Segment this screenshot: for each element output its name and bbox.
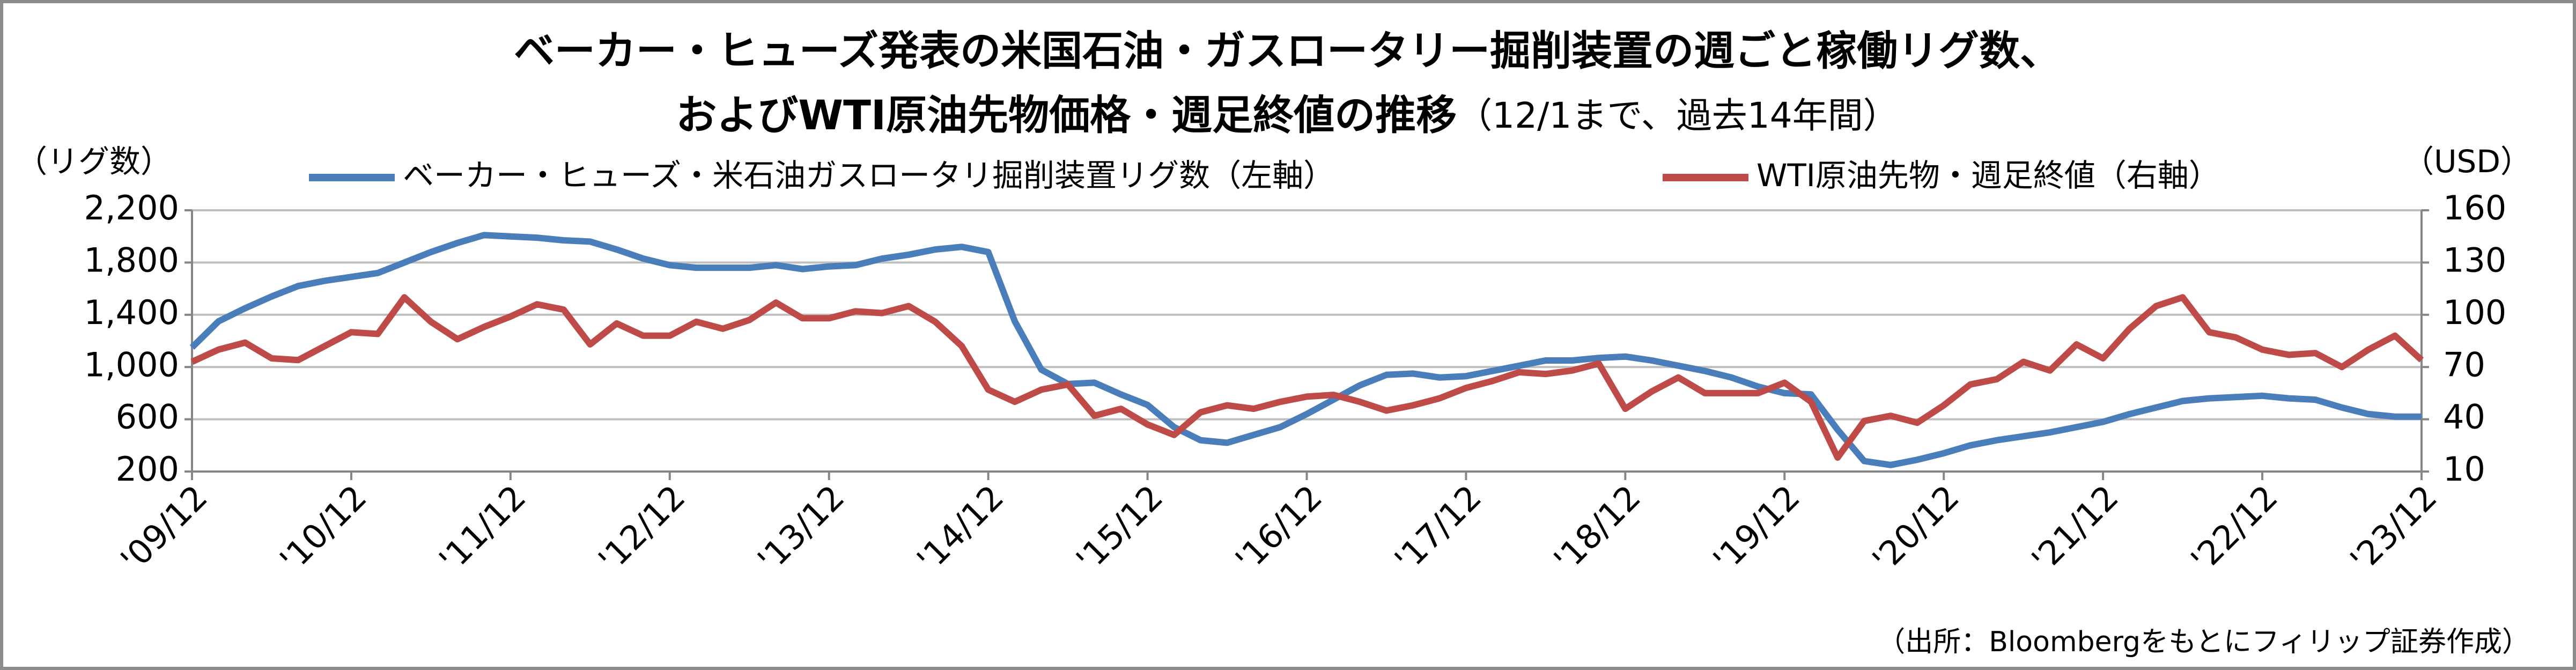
legend-label: WTI原油先物・週足終値（右軸） — [1756, 157, 2220, 194]
y-tick-label: 600 — [116, 397, 179, 437]
y2-tick-label: 40 — [2443, 397, 2485, 437]
chart-title-note: （12/1まで、過去14年間） — [1457, 95, 1899, 136]
y-tick-label: 1,000 — [84, 345, 180, 384]
chart-title: ベーカー・ヒューズ発表の米国石油・ガスロータリー掘削装置の週ごと稼働リグ数、 — [514, 27, 2061, 75]
y-tick-label: 1,400 — [84, 293, 180, 332]
y2-tick-label: 130 — [2443, 240, 2506, 279]
y2-tick-label: 160 — [2443, 188, 2506, 227]
chart-title: およびWTI原油先物価格・週足終値の推移（12/1まで、過去14年間） — [676, 91, 1899, 139]
y-tick-label: 1,800 — [84, 240, 180, 279]
y-tick-label: 2,200 — [84, 188, 180, 227]
legend-label: ベーカー・ヒューズ・米石油ガスロータリ掘削装置リグ数（左軸） — [403, 157, 1334, 194]
y2-tick-label: 100 — [2443, 293, 2506, 332]
y2-axis-label: （USD） — [2403, 143, 2531, 180]
y-axis-label: （リグ数） — [16, 143, 172, 180]
y2-tick-label: 70 — [2443, 345, 2485, 384]
y-tick-label: 200 — [116, 450, 179, 489]
source-note: （出所：Bloombergをもとにフィリップ証券作成） — [1877, 626, 2530, 658]
series-line — [189, 232, 2422, 468]
y2-tick-label: 10 — [2443, 450, 2485, 489]
series-line — [190, 294, 2424, 461]
chart-title-line: およびWTI原油先物価格・週足終値の推移 — [676, 91, 1457, 139]
